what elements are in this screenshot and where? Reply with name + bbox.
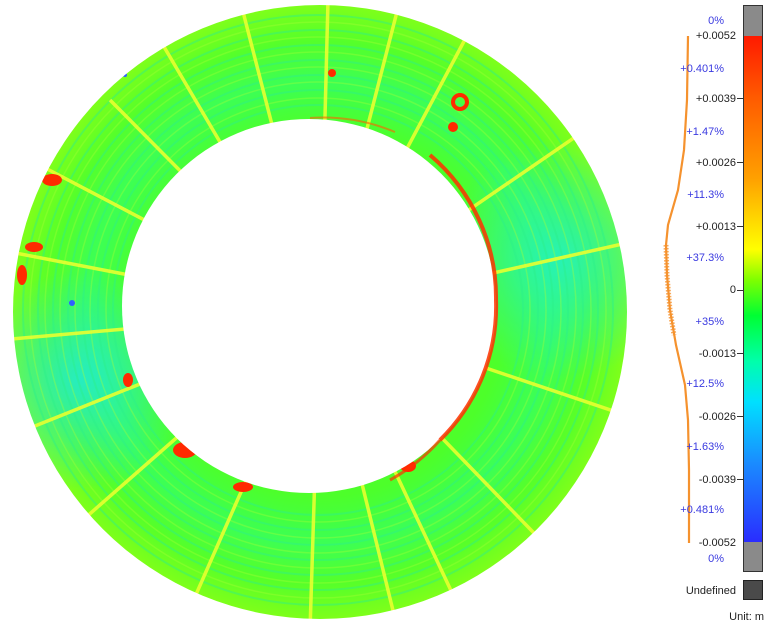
unit-label: Unit: m xyxy=(729,611,764,623)
scale-label: +0.0026 xyxy=(695,157,736,169)
scale-label: -0.0039 xyxy=(698,474,736,486)
hist-percent-label: +0.401% xyxy=(680,63,724,75)
deviation-ring-map xyxy=(0,0,640,631)
hist-percent-label: 0% xyxy=(708,15,724,27)
scale-label-max: +0.0052 xyxy=(695,30,736,42)
histogram-curve xyxy=(663,35,691,543)
tick-mark xyxy=(737,353,743,354)
tick-mark xyxy=(737,479,743,480)
hist-percent-label: +11.3% xyxy=(687,189,724,201)
color-scale-bar xyxy=(743,5,763,572)
scale-label: -0.0026 xyxy=(698,411,736,423)
scale-label-min: -0.0052 xyxy=(698,537,736,549)
below-range-swatch xyxy=(744,542,762,571)
color-gradient xyxy=(744,36,762,544)
hist-percent-label: +37.3% xyxy=(686,252,724,264)
scale-label: -0.0013 xyxy=(698,348,736,360)
hist-percent-label: +0.481% xyxy=(680,504,724,516)
ring-heatmap xyxy=(0,0,640,631)
hist-percent-label: +1.47% xyxy=(686,126,724,138)
hist-percent-label: 0% xyxy=(708,553,724,565)
scale-label-zero: 0 xyxy=(729,284,736,296)
undefined-swatch xyxy=(743,580,763,600)
tick-mark xyxy=(737,290,743,291)
tick-mark xyxy=(737,416,743,417)
scale-label: +0.0039 xyxy=(695,93,736,105)
tick-mark xyxy=(737,162,743,163)
tick-mark xyxy=(737,98,743,99)
hist-percent-label: +12.5% xyxy=(686,378,724,390)
above-range-swatch xyxy=(744,6,762,36)
tick-mark xyxy=(737,226,743,227)
undefined-label: Undefined xyxy=(685,585,736,597)
scale-label: +0.0013 xyxy=(695,221,736,233)
hist-percent-label: +1.63% xyxy=(686,441,724,453)
hist-percent-label: +35% xyxy=(695,316,724,328)
